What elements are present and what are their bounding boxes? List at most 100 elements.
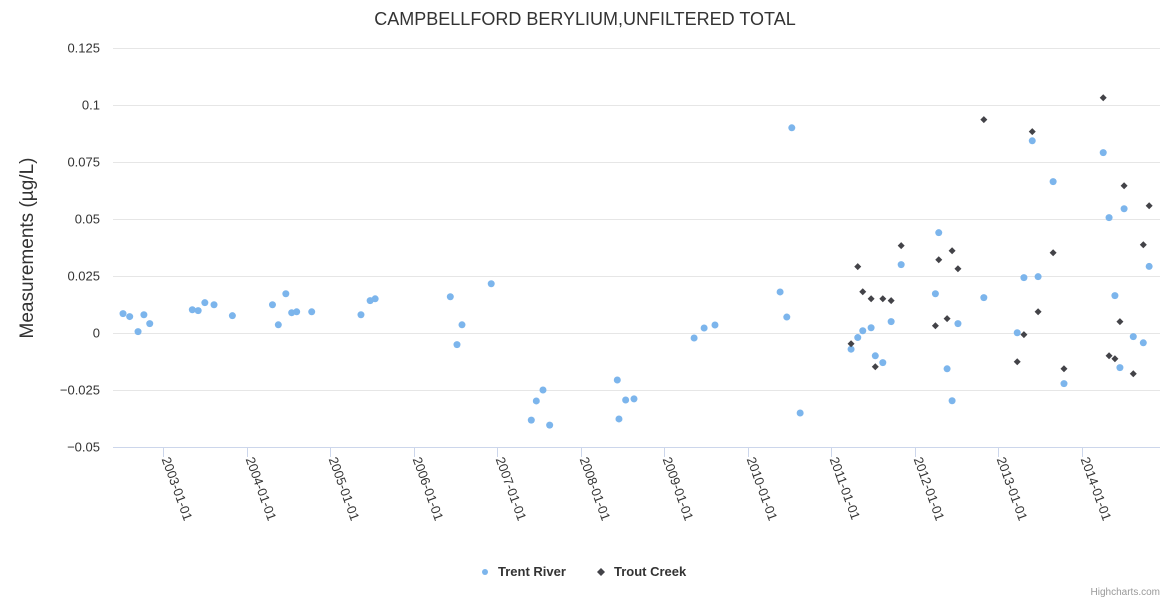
data-point[interactable] bbox=[935, 229, 943, 237]
data-point[interactable] bbox=[1111, 355, 1119, 363]
data-point[interactable] bbox=[1111, 292, 1119, 300]
data-point[interactable] bbox=[1105, 214, 1113, 222]
data-point[interactable] bbox=[1145, 262, 1153, 270]
data-point[interactable] bbox=[622, 396, 630, 404]
data-point[interactable] bbox=[1028, 137, 1036, 145]
data-point[interactable] bbox=[1034, 273, 1042, 281]
data-point[interactable] bbox=[1060, 365, 1068, 373]
data-point[interactable] bbox=[201, 299, 209, 307]
data-point[interactable] bbox=[527, 416, 535, 424]
data-point[interactable] bbox=[1099, 94, 1107, 102]
legend-label: Trent River bbox=[498, 564, 566, 579]
x-tick-label: 2003-01-01 bbox=[159, 455, 196, 523]
data-point[interactable] bbox=[871, 363, 879, 371]
data-point[interactable] bbox=[854, 263, 862, 271]
data-point[interactable] bbox=[615, 415, 623, 423]
data-point[interactable] bbox=[943, 315, 951, 323]
data-point[interactable] bbox=[1120, 205, 1128, 213]
data-point[interactable] bbox=[274, 321, 282, 329]
data-point[interactable] bbox=[140, 311, 148, 319]
data-point[interactable] bbox=[1013, 358, 1021, 366]
data-point[interactable] bbox=[711, 321, 719, 329]
credits-link[interactable]: Highcharts.com bbox=[1091, 587, 1160, 598]
data-point[interactable] bbox=[859, 327, 867, 335]
data-point[interactable] bbox=[879, 295, 887, 303]
data-point[interactable] bbox=[1116, 318, 1124, 326]
data-point[interactable] bbox=[690, 334, 698, 342]
data-point[interactable] bbox=[188, 306, 196, 314]
data-point[interactable] bbox=[847, 340, 855, 348]
data-point[interactable] bbox=[867, 324, 875, 332]
data-point[interactable] bbox=[847, 345, 855, 353]
data-point[interactable] bbox=[980, 294, 988, 302]
data-point[interactable] bbox=[700, 324, 708, 332]
data-point[interactable] bbox=[1145, 202, 1153, 210]
data-point[interactable] bbox=[1129, 333, 1137, 341]
data-point[interactable] bbox=[1105, 352, 1113, 360]
data-point[interactable] bbox=[943, 365, 951, 373]
data-point[interactable] bbox=[613, 376, 621, 384]
data-point[interactable] bbox=[954, 320, 962, 328]
legend-item-trout-creek[interactable]: Trout Creek bbox=[597, 564, 687, 579]
chart-title: CAMPBELLFORD BERYLIUM,UNFILTERED TOTAL bbox=[374, 9, 795, 29]
data-point[interactable] bbox=[228, 312, 236, 320]
data-point[interactable] bbox=[546, 421, 554, 429]
data-point[interactable] bbox=[1116, 364, 1124, 372]
data-point[interactable] bbox=[897, 242, 905, 250]
data-point[interactable] bbox=[897, 261, 905, 269]
data-point[interactable] bbox=[268, 301, 276, 309]
data-point[interactable] bbox=[1060, 380, 1068, 388]
legend: Trent River Trout Creek bbox=[482, 564, 687, 579]
data-point[interactable] bbox=[1020, 331, 1028, 339]
data-point[interactable] bbox=[1120, 182, 1128, 190]
data-point[interactable] bbox=[879, 359, 887, 367]
data-point[interactable] bbox=[796, 409, 804, 417]
data-point[interactable] bbox=[1129, 370, 1137, 378]
data-point[interactable] bbox=[867, 295, 875, 303]
data-point[interactable] bbox=[935, 256, 943, 264]
data-point[interactable] bbox=[1028, 128, 1036, 136]
data-point[interactable] bbox=[1013, 329, 1021, 337]
data-point[interactable] bbox=[282, 290, 290, 298]
data-point[interactable] bbox=[887, 318, 895, 326]
data-point[interactable] bbox=[126, 313, 134, 321]
data-point[interactable] bbox=[146, 320, 154, 328]
data-point[interactable] bbox=[887, 297, 895, 305]
data-point[interactable] bbox=[194, 307, 202, 315]
data-point[interactable] bbox=[357, 311, 365, 319]
data-point[interactable] bbox=[1049, 249, 1057, 257]
data-point[interactable] bbox=[293, 308, 301, 316]
data-point[interactable] bbox=[931, 290, 939, 298]
data-point[interactable] bbox=[371, 295, 379, 303]
data-point[interactable] bbox=[458, 321, 466, 329]
data-point[interactable] bbox=[1049, 178, 1057, 186]
data-point[interactable] bbox=[1099, 149, 1107, 157]
data-point[interactable] bbox=[948, 397, 956, 405]
data-point[interactable] bbox=[630, 395, 638, 403]
data-point[interactable] bbox=[783, 313, 791, 321]
data-point[interactable] bbox=[1139, 241, 1147, 249]
data-point[interactable] bbox=[119, 310, 127, 318]
data-point[interactable] bbox=[1034, 308, 1042, 316]
data-point[interactable] bbox=[859, 288, 867, 296]
data-point[interactable] bbox=[453, 341, 461, 349]
data-point[interactable] bbox=[134, 328, 142, 336]
data-point[interactable] bbox=[532, 397, 540, 405]
data-point[interactable] bbox=[1020, 274, 1028, 282]
data-point[interactable] bbox=[954, 265, 962, 273]
data-point[interactable] bbox=[1139, 339, 1147, 347]
data-point[interactable] bbox=[980, 116, 988, 124]
data-point[interactable] bbox=[308, 308, 316, 316]
data-point[interactable] bbox=[788, 124, 796, 132]
data-point[interactable] bbox=[446, 293, 454, 301]
legend-item-trent-river[interactable]: Trent River bbox=[482, 564, 566, 579]
data-point[interactable] bbox=[931, 322, 939, 330]
data-point[interactable] bbox=[854, 334, 862, 342]
data-point[interactable] bbox=[871, 352, 879, 360]
data-point[interactable] bbox=[776, 288, 784, 296]
data-point[interactable] bbox=[539, 386, 547, 394]
data-point[interactable] bbox=[948, 247, 956, 255]
data-point[interactable] bbox=[487, 280, 495, 288]
data-point[interactable] bbox=[210, 301, 218, 309]
